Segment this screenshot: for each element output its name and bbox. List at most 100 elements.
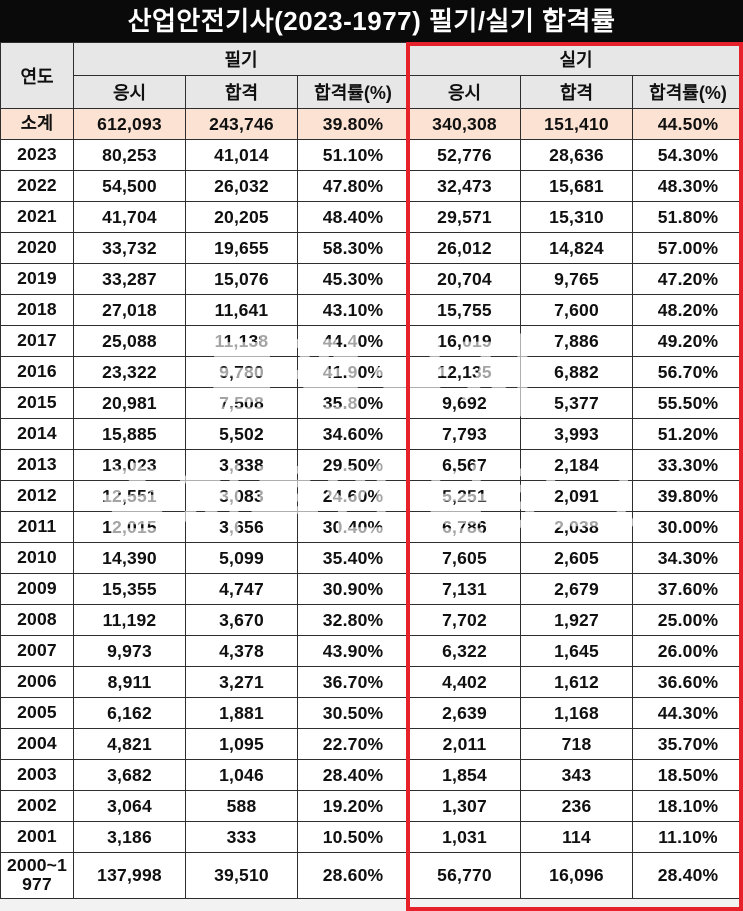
value-cell: 2,011 [408, 728, 522, 760]
col-header-practical-applicants: 응시 [408, 75, 522, 109]
value-cell: 51.80% [632, 201, 743, 233]
value-cell: 14,824 [520, 232, 634, 264]
year-cell: 2020 [0, 232, 74, 264]
year-cell: 2018 [0, 294, 74, 326]
value-cell: 43.10% [296, 294, 410, 326]
table-row: 소계 612,093 243,746 39.80% 340,308 151,410 44.5… [0, 108, 743, 140]
value-cell: 6,786 [408, 511, 522, 543]
value-cell: 11,138 [185, 325, 298, 357]
value-cell: 41,014 [185, 139, 298, 171]
table-row: 2002 3,064 588 19.20% 1,307 236 18.10% [0, 790, 743, 822]
value-cell: 34.30% [632, 542, 743, 574]
value-cell: 3,083 [185, 480, 298, 512]
table-row: 2017 25,088 11,138 44.40% 16,019 7,886 49.20% [0, 325, 743, 357]
table-row: 2004 4,821 1,095 22.70% 2,011 718 35.70% [0, 728, 743, 760]
value-cell: 48.30% [632, 170, 743, 202]
page-title: 산업안전기사(2023-1977) 필기/실기 합격률 [0, 0, 743, 42]
value-cell: 3,186 [73, 821, 186, 853]
value-cell: 1,095 [185, 728, 298, 760]
value-cell: 26,032 [185, 170, 298, 202]
value-cell: 1,927 [520, 604, 634, 636]
value-cell: 24.60% [296, 480, 410, 512]
year-cell: 2011 [0, 511, 74, 543]
value-cell: 36.70% [296, 666, 410, 698]
value-cell: 30.50% [296, 697, 410, 729]
value-cell: 33,732 [73, 232, 186, 264]
value-cell: 49.20% [632, 325, 743, 357]
value-cell: 8,911 [73, 666, 186, 698]
value-cell: 1,307 [408, 790, 522, 822]
value-cell: 20,981 [73, 387, 186, 419]
value-cell: 243,746 [185, 108, 298, 140]
year-cell: 2001 [0, 821, 74, 853]
value-cell: 1,645 [520, 635, 634, 667]
value-cell: 5,099 [185, 542, 298, 574]
group-header-practical: 실기 [408, 42, 743, 76]
value-cell: 3,656 [185, 511, 298, 543]
table-row: 2023 80,253 41,014 51.10% 52,776 28,636 54.30% [0, 139, 743, 171]
value-cell: 3,064 [73, 790, 186, 822]
value-cell: 32.80% [296, 604, 410, 636]
value-cell: 12,015 [73, 511, 186, 543]
value-cell: 5,251 [408, 480, 522, 512]
value-cell: 36.60% [632, 666, 743, 698]
value-cell: 7,600 [520, 294, 634, 326]
value-cell: 80,253 [73, 139, 186, 171]
value-cell: 19,655 [185, 232, 298, 264]
table-row: 2005 6,162 1,881 30.50% 2,639 1,168 44.30% [0, 697, 743, 729]
value-cell: 15,755 [408, 294, 522, 326]
value-cell: 12,551 [73, 480, 186, 512]
value-cell: 2,184 [520, 449, 634, 481]
sub-header-row: 응시 합격 합격률(%) 응시 합격 합격률(%) [1, 75, 743, 109]
value-cell: 30.90% [296, 573, 410, 605]
value-cell: 18.50% [632, 759, 743, 791]
value-cell: 114 [520, 821, 634, 853]
value-cell: 47.20% [632, 263, 743, 295]
pass-rate-table: 연도 필기 실기 응시 합격 합격률(%) 응시 합격 합격률(%) 소계 612… [0, 42, 743, 899]
value-cell: 1,612 [520, 666, 634, 698]
table-row: 2000~1977 137,998 39,510 28.60% 56,770 16,096… [0, 852, 743, 899]
table-row: 2020 33,732 19,655 58.30% 26,012 14,824 57.00% [0, 232, 743, 264]
value-cell: 48.20% [632, 294, 743, 326]
value-cell: 9,973 [73, 635, 186, 667]
table-row: 2009 15,355 4,747 30.90% 7,131 2,679 37.60% [0, 573, 743, 605]
group-header-written: 필기 [72, 42, 410, 76]
value-cell: 35.70% [632, 728, 743, 760]
value-cell: 4,378 [185, 635, 298, 667]
value-cell: 3,993 [520, 418, 634, 450]
value-cell: 44.40% [296, 325, 410, 357]
value-cell: 333 [185, 821, 298, 853]
value-cell: 41.90% [296, 356, 410, 388]
value-cell: 11,641 [185, 294, 298, 326]
value-cell: 55.50% [632, 387, 743, 419]
year-cell: 2014 [0, 418, 74, 450]
value-cell: 28.40% [632, 852, 743, 899]
value-cell: 47.80% [296, 170, 410, 202]
col-header-practical-passrate: 합격률(%) [632, 75, 743, 109]
value-cell: 7,886 [520, 325, 634, 357]
table-row: 2015 20,981 7,508 35.80% 9,692 5,377 55.50% [0, 387, 743, 419]
value-cell: 26,012 [408, 232, 522, 264]
value-cell: 612,093 [73, 108, 186, 140]
value-cell: 7,605 [408, 542, 522, 574]
value-cell: 3,271 [185, 666, 298, 698]
table-row: 2012 12,551 3,083 24.60% 5,251 2,091 39.80% [0, 480, 743, 512]
col-header-written-passed: 합격 [185, 75, 298, 109]
value-cell: 37.60% [632, 573, 743, 605]
value-cell: 30.40% [296, 511, 410, 543]
value-cell: 2,038 [520, 511, 634, 543]
value-cell: 7,702 [408, 604, 522, 636]
value-cell: 11.10% [632, 821, 743, 853]
value-cell: 56,770 [408, 852, 522, 899]
value-cell: 151,410 [520, 108, 634, 140]
year-cell: 2009 [0, 573, 74, 605]
table-row: 2006 8,911 3,271 36.70% 4,402 1,612 36.60% [0, 666, 743, 698]
value-cell: 3,670 [185, 604, 298, 636]
value-cell: 19.20% [296, 790, 410, 822]
value-cell: 23,322 [73, 356, 186, 388]
value-cell: 2,605 [520, 542, 634, 574]
value-cell: 27,018 [73, 294, 186, 326]
year-cell: 2021 [0, 201, 74, 233]
value-cell: 25,088 [73, 325, 186, 357]
